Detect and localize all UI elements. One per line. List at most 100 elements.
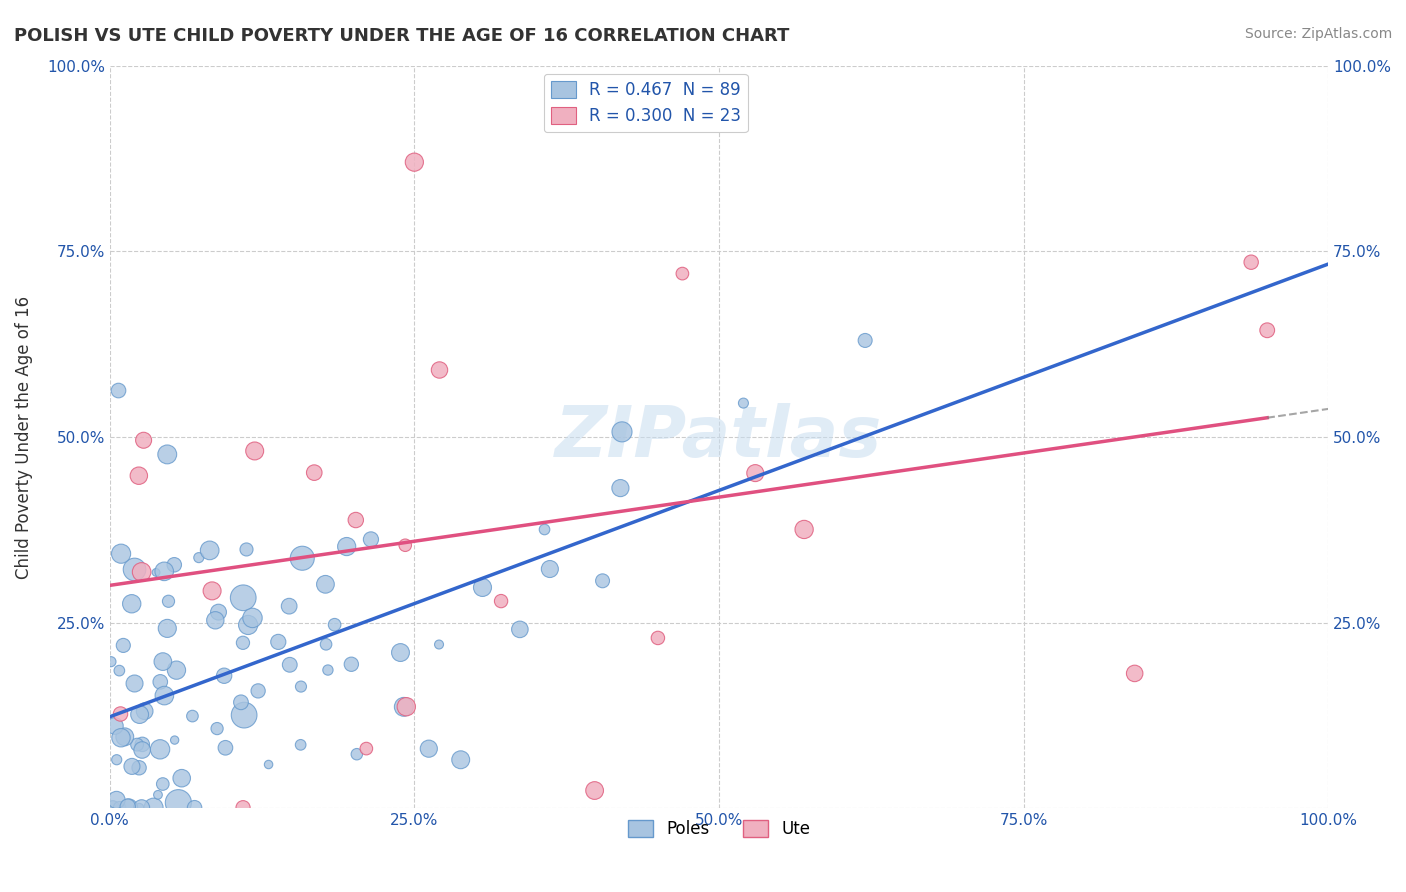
Poles (212, 669, 235, 683)
Ute (671, 267, 693, 281)
Poles (609, 481, 631, 495)
Ute (232, 800, 254, 814)
Legend: Poles, Ute: Poles, Ute (621, 814, 817, 845)
Poles (108, 664, 131, 678)
Poles (346, 747, 368, 762)
Poles (198, 543, 221, 558)
Poles (149, 674, 172, 689)
Ute (1256, 323, 1278, 337)
Poles (118, 800, 141, 814)
Poles (336, 540, 359, 554)
Poles (131, 800, 153, 814)
Text: ZIPatlas: ZIPatlas (555, 402, 883, 472)
Poles (128, 707, 150, 722)
Poles (121, 759, 143, 773)
Poles (291, 551, 314, 566)
Ute (201, 583, 224, 598)
Poles (124, 676, 146, 690)
Poles (156, 621, 179, 635)
Poles (205, 722, 228, 736)
Poles (290, 738, 312, 752)
Poles (128, 800, 150, 814)
Text: Source: ZipAtlas.com: Source: ZipAtlas.com (1244, 27, 1392, 41)
Poles (142, 800, 165, 814)
Ute (647, 631, 669, 645)
Poles (392, 699, 415, 714)
Poles (146, 788, 169, 802)
Poles (121, 597, 143, 611)
Poles (214, 740, 236, 755)
Poles (152, 777, 174, 791)
Ute (394, 538, 416, 552)
Ute (243, 444, 266, 458)
Ute (744, 466, 766, 480)
Poles (450, 753, 472, 767)
Poles (110, 547, 132, 561)
Poles (105, 753, 128, 767)
Ute (793, 523, 815, 537)
Poles (108, 800, 131, 814)
Poles (471, 581, 494, 595)
Poles (181, 709, 204, 723)
Poles (183, 800, 205, 814)
Poles (166, 663, 188, 677)
Poles (323, 617, 346, 632)
Poles (290, 680, 312, 694)
Poles (340, 657, 363, 672)
Ute (429, 363, 451, 377)
Text: POLISH VS UTE CHILD POVERTY UNDER THE AGE OF 16 CORRELATION CHART: POLISH VS UTE CHILD POVERTY UNDER THE AG… (14, 27, 789, 45)
Ute (1123, 666, 1146, 681)
Poles (145, 566, 167, 580)
Poles (733, 396, 755, 410)
Poles (314, 577, 336, 591)
Poles (105, 793, 128, 807)
Poles (278, 657, 301, 672)
Poles (117, 799, 139, 814)
Poles (167, 796, 190, 810)
Ute (128, 468, 150, 483)
Poles (128, 761, 150, 775)
Poles (235, 542, 257, 557)
Poles (131, 738, 153, 752)
Poles (592, 574, 614, 588)
Ute (583, 783, 606, 797)
Ute (1240, 255, 1263, 269)
Poles (149, 742, 172, 756)
Poles (533, 523, 555, 537)
Poles (236, 618, 259, 632)
Ute (395, 699, 418, 714)
Poles (104, 719, 127, 733)
Poles (152, 655, 174, 669)
Poles (187, 550, 209, 565)
Ute (356, 741, 378, 756)
Poles (229, 695, 252, 709)
Poles (156, 447, 179, 461)
Poles (610, 425, 633, 439)
Poles (153, 565, 176, 579)
Poles (315, 637, 337, 651)
Poles (418, 741, 440, 756)
Ute (131, 565, 153, 579)
Poles (163, 733, 186, 747)
Poles (134, 704, 156, 718)
Poles (389, 646, 412, 660)
Poles (153, 689, 176, 703)
Poles (114, 730, 136, 744)
Poles (131, 743, 153, 757)
Poles (204, 613, 226, 627)
Poles (170, 771, 193, 785)
Ute (132, 434, 155, 448)
Poles (267, 635, 290, 649)
Poles (360, 533, 382, 547)
Poles (157, 594, 180, 608)
Poles (247, 684, 270, 698)
Poles (100, 655, 122, 669)
Poles (110, 731, 132, 745)
Poles (101, 800, 124, 814)
Ute (489, 594, 512, 608)
Poles (107, 384, 129, 398)
Poles (242, 611, 264, 625)
Poles (257, 757, 280, 772)
Ute (404, 155, 426, 169)
Ute (304, 466, 326, 480)
